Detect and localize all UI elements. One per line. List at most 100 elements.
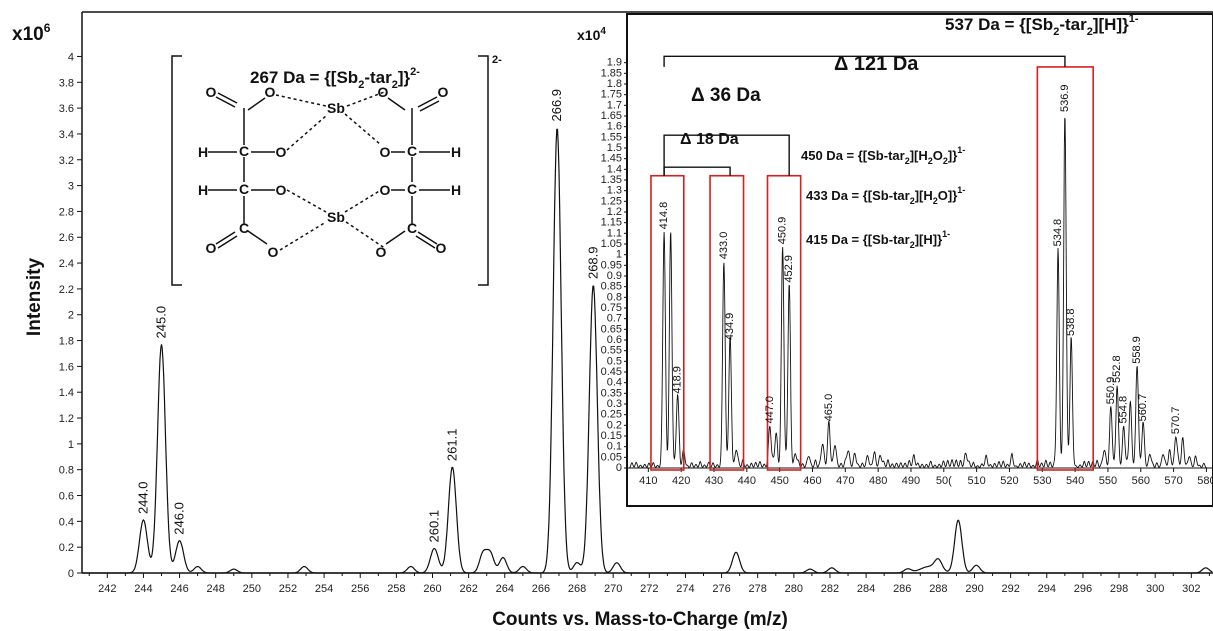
inset-delta-brackets — [663, 55, 1066, 176]
annotation-450: 450 Da = {[Sb-tar2][H2O2]}1- — [801, 145, 965, 166]
atom-c: C — [239, 220, 249, 236]
inset-highlight-box — [709, 174, 745, 471]
coordination-bond — [344, 113, 382, 146]
atom-o: O — [268, 244, 279, 260]
inset-y-tick-label: 0.65 — [601, 323, 622, 335]
main-x-tick-label: 290 — [965, 583, 983, 595]
atom-o: O — [378, 84, 389, 100]
annotation-415: 415 Da = {[Sb-tar2][H]}1- — [806, 229, 950, 250]
main-x-tick-label: 246 — [170, 583, 188, 595]
annotation-433: 433 Da = {[Sb-tar2][H2O]}1- — [806, 185, 965, 206]
inset-y-tick-label: 1.6 — [607, 121, 622, 133]
inset-x-tick-label: 450 — [770, 475, 788, 487]
inset-y-tick-label: 0.15 — [601, 430, 622, 442]
main-peak-label: 245.0 — [153, 306, 168, 339]
main-y-tick-label: 3.2 — [59, 155, 74, 167]
main-x-tick-label: 248 — [207, 583, 225, 595]
main-y-tick-label: 2.6 — [59, 232, 74, 244]
main-x-tick-label: 262 — [459, 583, 477, 595]
main-y-tick-label: 0.4 — [59, 516, 74, 528]
main-y-tick-label: 3.6 — [59, 103, 74, 115]
inset-y-tick-label: 0 — [616, 462, 622, 474]
atom-sb: Sb — [327, 100, 345, 116]
atom-o: O — [265, 84, 276, 100]
atom-o: O — [438, 84, 449, 100]
main-peak-label: 261.1 — [444, 429, 459, 462]
inset-delta-bracket — [663, 55, 1066, 67]
main-peak-label: 246.0 — [172, 502, 187, 535]
inset-y-tick-label: 0.2 — [607, 419, 622, 431]
coordination-bond — [279, 221, 327, 251]
bond — [217, 92, 238, 104]
bond — [415, 235, 436, 249]
atom-c: C — [407, 220, 417, 236]
structure-formula: 267 Da = {[Sb2-tar2]}2- — [250, 66, 420, 91]
main-x-tick-label: 258 — [387, 583, 405, 595]
inset-peak-label: 554.8 — [1118, 396, 1130, 424]
inset-x-tick-label: 560 — [1132, 475, 1150, 487]
y-axis-title: Intensity — [24, 258, 45, 337]
inset-highlight-box — [650, 174, 685, 471]
atom-sb: Sb — [327, 209, 345, 225]
inset-y-tick-label: 0.4 — [607, 377, 622, 389]
main-peak-label: 244.0 — [135, 482, 150, 515]
inset-y-tick-label: 0.25 — [601, 409, 622, 421]
inset-peak-label: 433.0 — [718, 232, 730, 260]
inset-y-tick-label: 1.5 — [607, 142, 622, 154]
inset-y-tick-label: 1.15 — [601, 217, 622, 229]
main-x-tick-label: 282 — [821, 583, 839, 595]
main-y-tick-label: 3 — [68, 181, 74, 193]
structure-charge: 2- — [492, 54, 502, 66]
main-x-tick-label: 274 — [676, 583, 694, 595]
inset-y-tick-label: 1.4 — [607, 163, 622, 175]
inset-y-tick-label: 1.65 — [601, 110, 622, 122]
main-x-tick-label: 266 — [532, 583, 550, 595]
inset-y-tick-label: 1.9 — [607, 57, 622, 69]
inset-y-tick-label: 0.1 — [607, 441, 622, 453]
atom-c: C — [407, 181, 417, 197]
atom-c: C — [239, 143, 249, 159]
bond — [419, 100, 440, 112]
main-x-tick-label: 264 — [496, 583, 514, 595]
main-x-tick-label: 302 — [1182, 583, 1200, 595]
main-x-tick-label: 272 — [640, 583, 658, 595]
sb2-tartrate-structure: 2- 267 Da = {[Sb2-tar2]}2- O OCH OCH OCO OSb… — [171, 54, 502, 286]
main-x-tick-label: 288 — [929, 583, 947, 595]
bond — [417, 96, 438, 108]
inset-x-tick-label: 430 — [705, 475, 723, 487]
inset-peak-label: 570.7 — [1170, 407, 1182, 435]
inset-peak-label: 434.9 — [724, 313, 736, 341]
main-y-tick-label: 0 — [68, 568, 74, 580]
coordination-bond — [344, 189, 382, 213]
inset-y-tick-label: 0.05 — [601, 451, 622, 463]
annotation-delta-36: Δ 36 Da — [691, 85, 761, 106]
inset-y-tick-label: 1.45 — [601, 153, 622, 165]
main-peak-label: 268.9 — [585, 246, 600, 279]
main-x-tick-label: 292 — [1001, 583, 1019, 595]
main-x-tick-label: 294 — [1038, 583, 1056, 595]
inset-multiplier: x104 — [577, 26, 606, 43]
main-y-tick-label: 1.8 — [59, 336, 74, 348]
inset-peak-label: 452.9 — [783, 255, 795, 283]
main-x-tick-label: 280 — [785, 583, 803, 595]
inset-y-tick-label: 1.75 — [601, 89, 622, 101]
main-y-tick-label: 0.8 — [59, 465, 74, 477]
inset-peak-label: 558.9 — [1131, 336, 1143, 364]
atom-o: O — [206, 240, 217, 256]
inset-x-tick-label: 540 — [1066, 475, 1084, 487]
atom-o: O — [376, 244, 387, 260]
inset-peak-label: 552.8 — [1111, 355, 1123, 383]
atom-o: O — [380, 144, 391, 160]
main-y-tick-label: 2 — [68, 310, 74, 322]
coordination-bond — [346, 90, 388, 107]
inset-peak-label: 418.9 — [672, 366, 684, 394]
main-x-tick-label: 244 — [134, 583, 152, 595]
main-spectrum-line — [82, 128, 1213, 574]
atom-h: H — [451, 182, 461, 198]
main-y-tick-label: 0.2 — [59, 542, 74, 554]
main-x-tick-label: 254 — [315, 583, 333, 595]
inset-y-tick-label: 1.2 — [607, 206, 622, 218]
inset-y-tick-label: 1.55 — [601, 131, 622, 143]
inset-y-tick-label: 0.95 — [601, 259, 622, 271]
